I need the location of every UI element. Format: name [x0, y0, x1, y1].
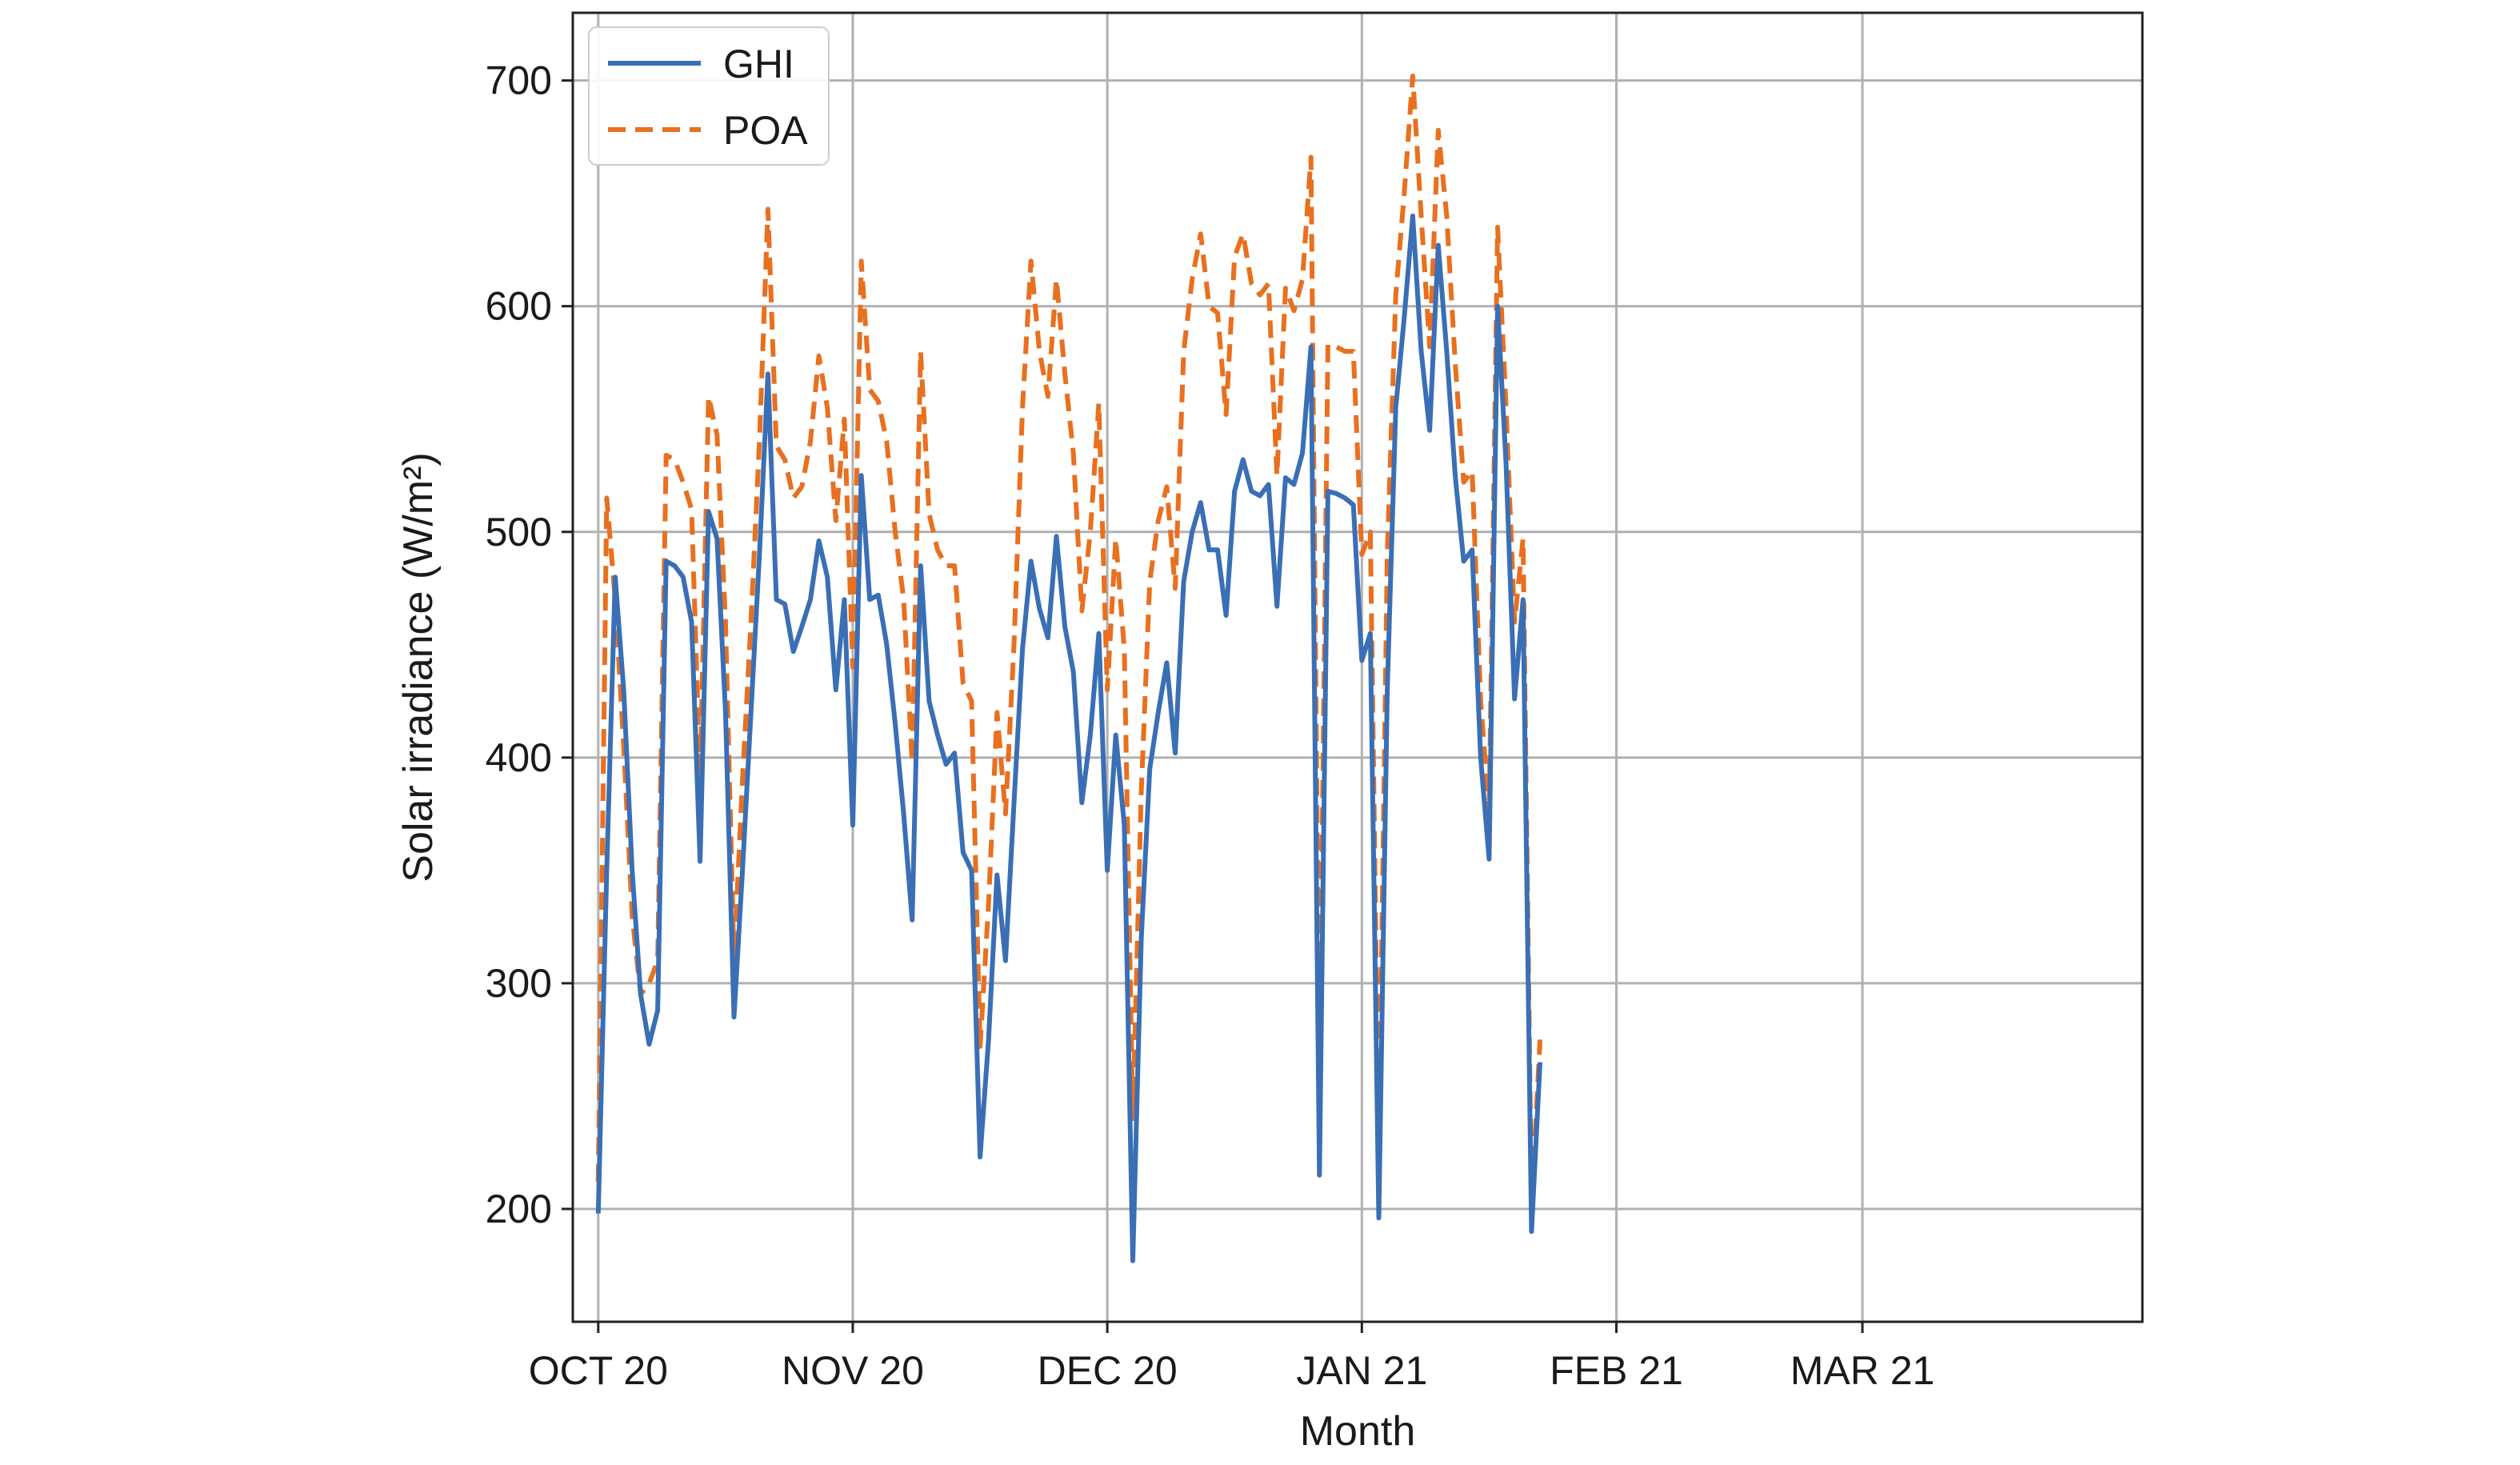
ticks-group: 200 300 400 500 600 700 OCT 20 NOV 20 DEC 20 JAN … — [486, 58, 1935, 1393]
x-tick-label: OCT 20 — [529, 1348, 668, 1393]
series-group — [595, 74, 1542, 1263]
y-tick-label: 200 — [486, 1187, 552, 1231]
y-tick-label: 400 — [486, 735, 552, 780]
x-axis-label: Month — [1300, 1408, 1416, 1455]
x-tick-label: NOV 20 — [782, 1348, 924, 1393]
x-tick-label: MAR 21 — [1790, 1348, 1935, 1393]
y-tick-label: 600 — [486, 284, 552, 329]
series-line-poa — [595, 74, 1542, 1211]
y-tick-label: 500 — [486, 510, 552, 554]
plot-background — [573, 13, 2142, 1322]
plot-frame — [571, 11, 2144, 1323]
x-tick-label: FEB 21 — [1550, 1348, 1683, 1393]
y-tick-label: 700 — [486, 58, 552, 103]
y-tick-label: 300 — [486, 961, 552, 1006]
legend: GHI POA — [588, 26, 830, 166]
legend-label-ghi: GHI — [723, 42, 794, 86]
series-line-ghi — [595, 213, 1542, 1263]
x-tick-label: JAN 21 — [1296, 1348, 1427, 1393]
legend-label-poa: POA — [723, 108, 808, 153]
x-tick-label: DEC 20 — [1038, 1348, 1178, 1393]
y-axis-label: Solar irradiance (W/m²) — [395, 452, 442, 882]
